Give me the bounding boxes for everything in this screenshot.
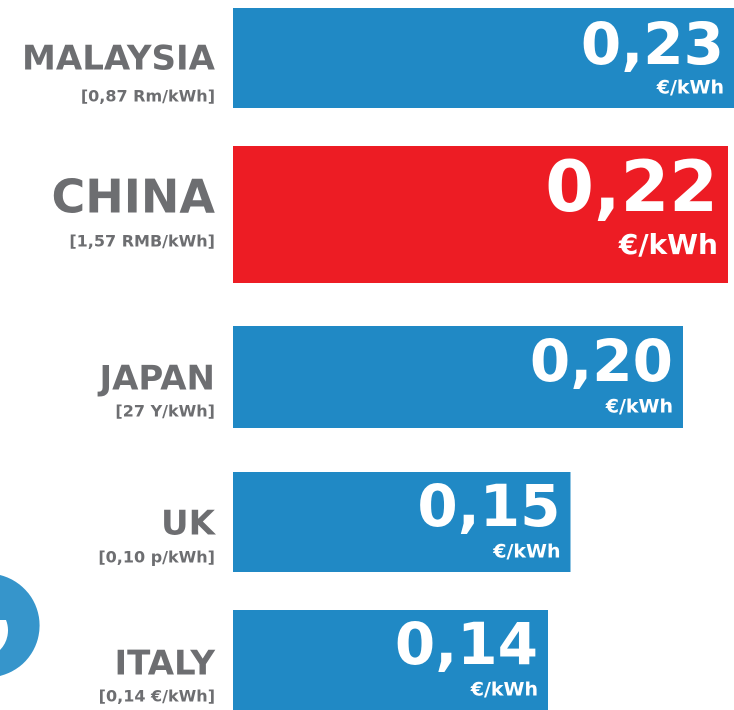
category-label: JAPAN	[97, 359, 215, 399]
logo-fragment	[0, 575, 40, 676]
unit-label: €/kWh	[618, 228, 718, 261]
bar	[233, 472, 571, 572]
category-sublabel: [0,10 p/kWh]	[98, 548, 215, 567]
category-sublabel: [27 Y/kWh]	[115, 402, 215, 421]
value-label: 0,20	[530, 327, 673, 395]
category-label: UK	[161, 504, 217, 544]
category-sublabel: [1,57 RMB/kWh]	[69, 232, 215, 251]
category-label: CHINA	[52, 170, 216, 224]
bar	[233, 8, 734, 108]
value-label: 0,14	[395, 610, 538, 678]
value-label: 0,22	[545, 146, 718, 228]
bar	[233, 146, 728, 283]
unit-label: €/kWh	[470, 679, 538, 701]
bar	[233, 610, 548, 710]
category-sublabel: [0,87 Rm/kWh]	[81, 87, 215, 106]
unit-label: €/kWh	[492, 541, 560, 563]
bar	[233, 326, 683, 428]
unit-label: €/kWh	[656, 77, 724, 99]
category-label: MALAYSIA	[22, 39, 216, 79]
category-label: ITALY	[114, 644, 215, 684]
unit-label: €/kWh	[605, 396, 673, 418]
category-sublabel: [0,14 €/kWh]	[99, 687, 215, 706]
value-label: 0,23	[581, 10, 724, 78]
value-label: 0,15	[417, 472, 560, 540]
